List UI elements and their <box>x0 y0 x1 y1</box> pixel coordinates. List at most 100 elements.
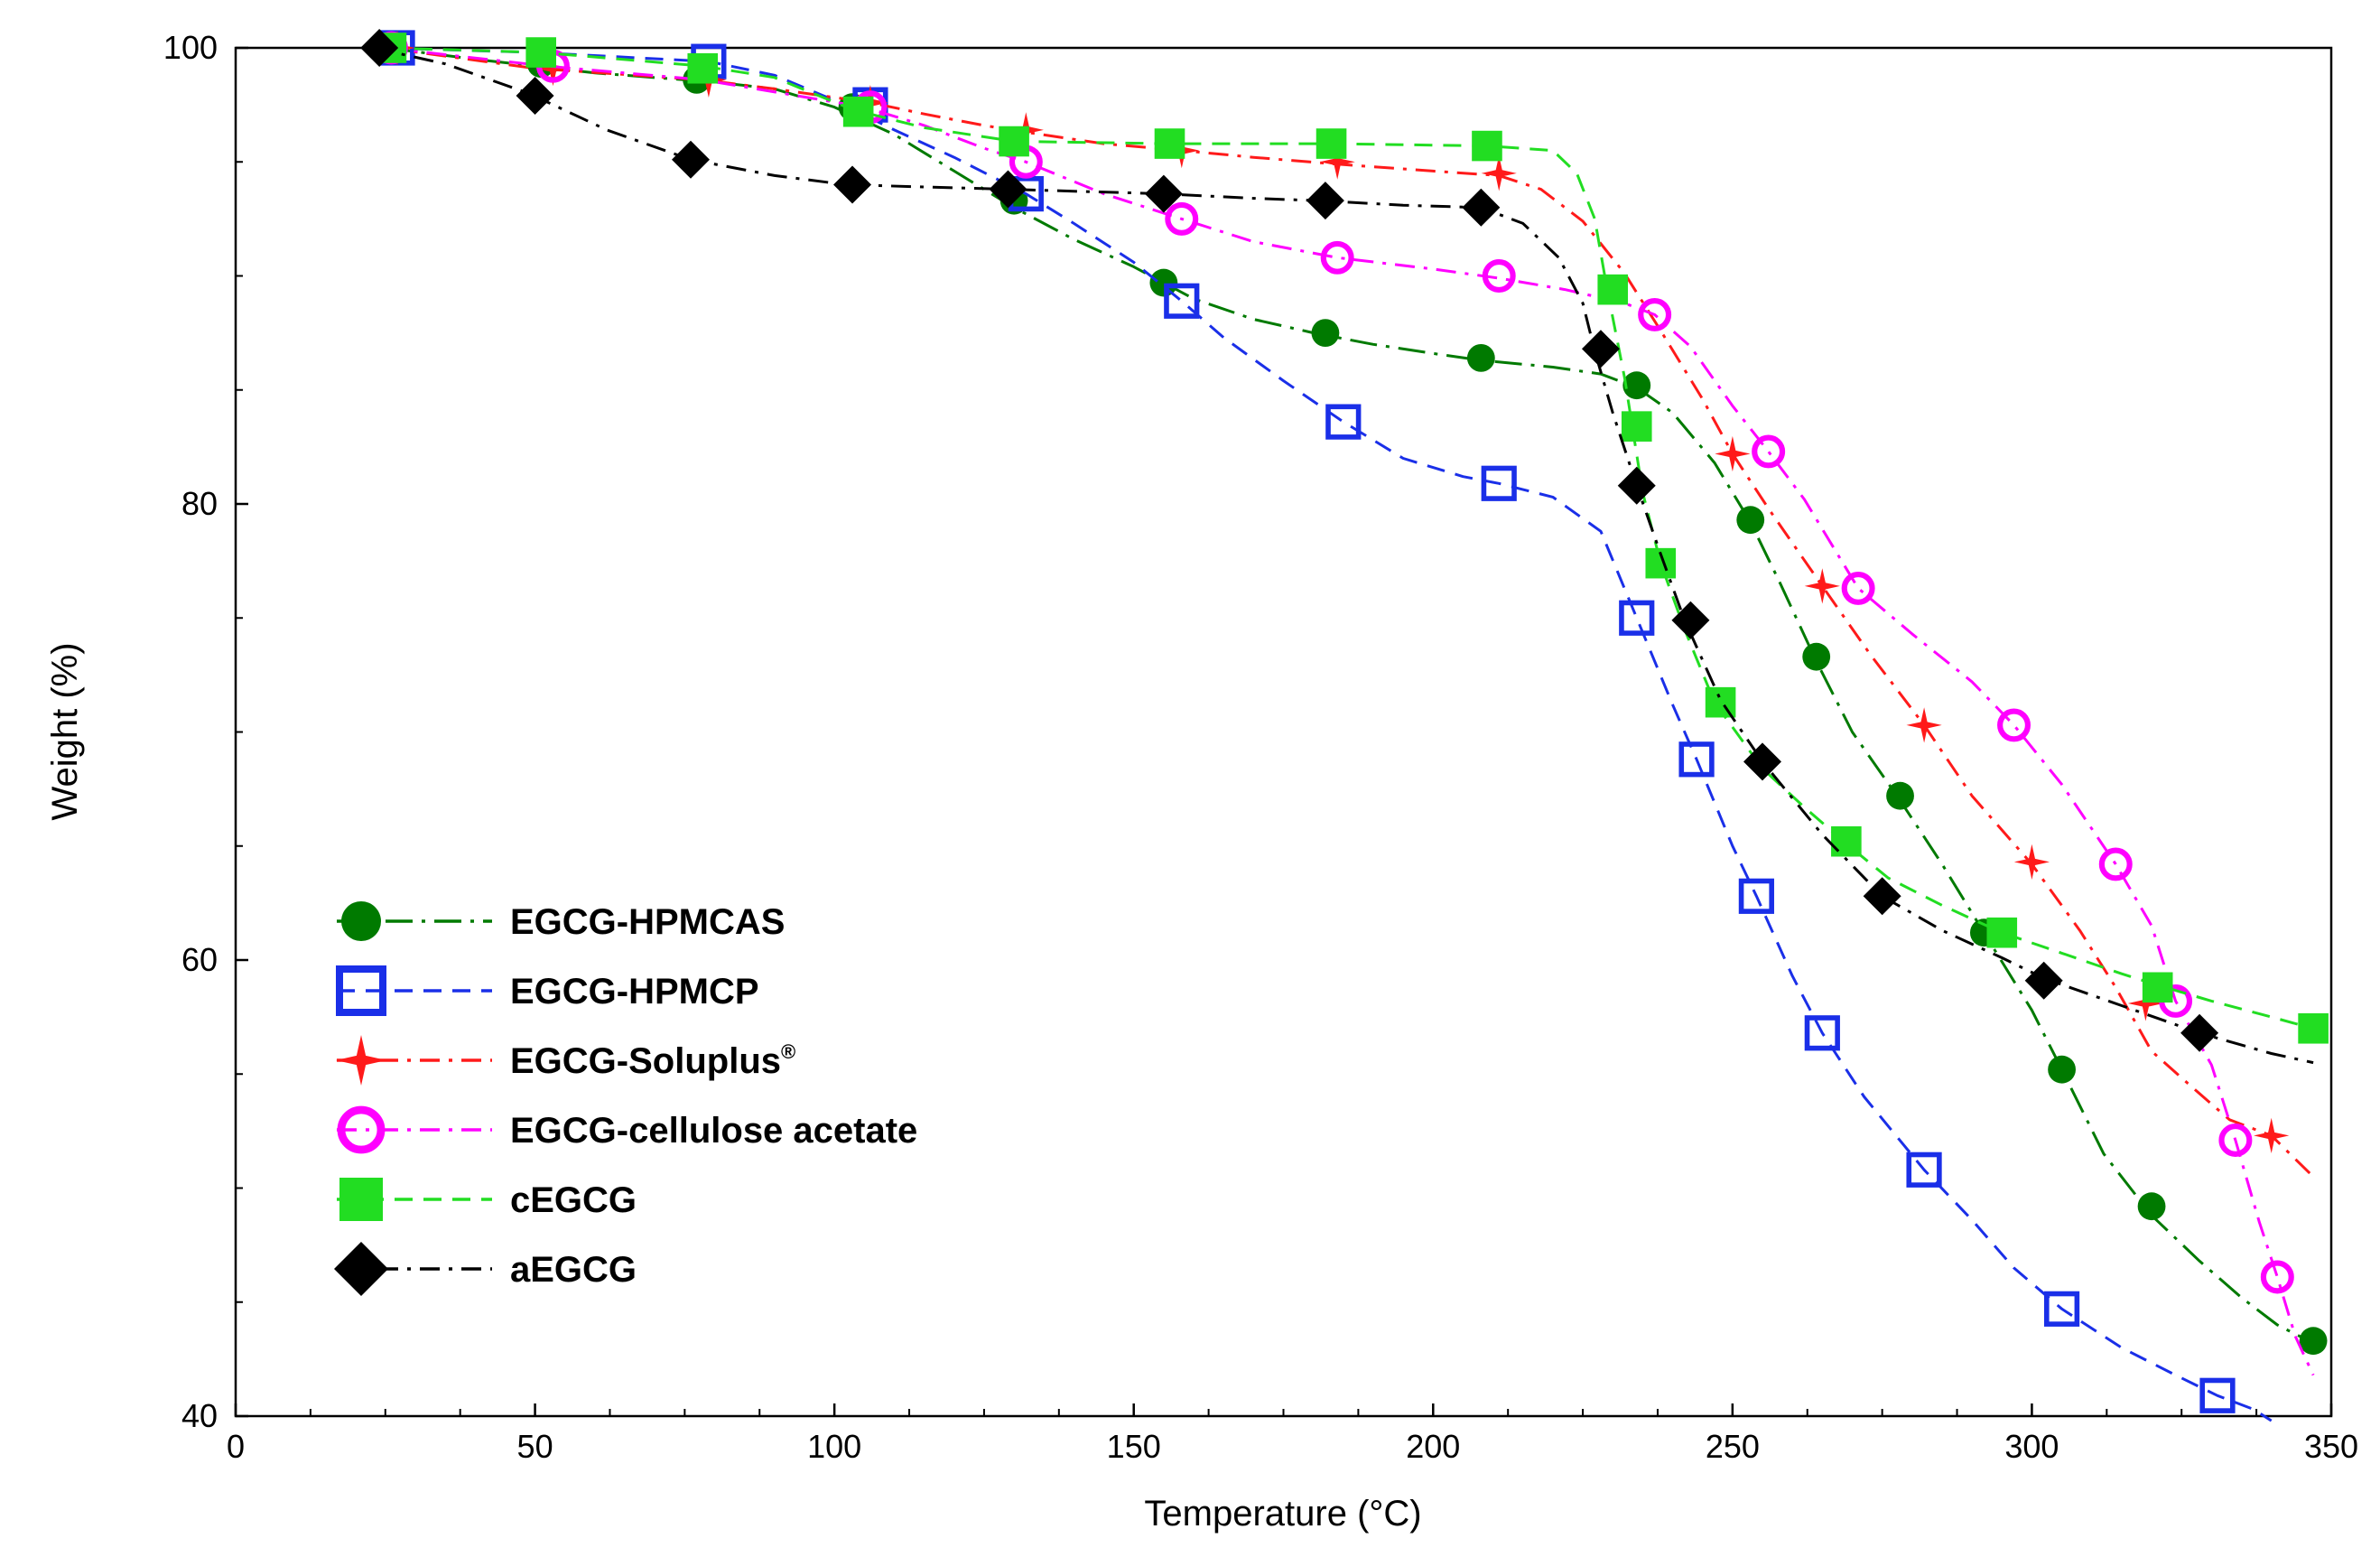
data-point <box>516 77 554 116</box>
data-point <box>2180 1013 2219 1052</box>
data-point <box>989 170 1027 209</box>
legend-marker <box>341 901 381 941</box>
legend-label-text: cEGCG <box>510 1180 637 1220</box>
legend-label: cEGCG <box>510 1180 637 1220</box>
y-tick-label: 60 <box>181 941 218 978</box>
legend-item: EGCG-HPMCAS <box>337 901 785 942</box>
x-tick-label: 0 <box>227 1428 245 1465</box>
data-point <box>2098 847 2133 881</box>
y-tick-label: 40 <box>181 1397 218 1434</box>
ticks-layer: 0 50 100 150 200 250 300 350 40 60 80 100 <box>163 29 2358 1465</box>
legend: EGCG-HPMCASEGCG-HPMCPEGCG-Soluplus®EGCG-… <box>334 901 917 1296</box>
data-point <box>1715 435 1751 472</box>
data-point <box>1997 708 2031 742</box>
legend-label-superscript: ® <box>781 1040 795 1063</box>
data-point <box>1462 188 1501 227</box>
x-tick-label: 300 <box>2004 1428 2059 1465</box>
x-tick-label: 50 <box>517 1428 553 1465</box>
legend-marker <box>336 965 386 1016</box>
legend-label-text: EGCG-HPMCAS <box>510 902 785 942</box>
data-point <box>2298 1012 2329 1044</box>
data-point <box>1481 155 1517 191</box>
legend-label: EGCG-HPMCP <box>510 972 759 1012</box>
legend-label-text: EGCG-Soluplus <box>510 1041 781 1081</box>
data-point <box>1638 297 1672 331</box>
data-point <box>2299 1327 2328 1356</box>
data-point <box>1149 268 1178 297</box>
data-point <box>1319 144 1355 180</box>
data-point <box>687 52 719 84</box>
series-egcg-cellulose-acetate <box>374 31 2315 1376</box>
data-point <box>2048 1055 2076 1084</box>
legend-item: EGCG-HPMCP <box>336 965 759 1016</box>
legend-label-text: EGCG-HPMCP <box>510 972 759 1012</box>
x-tick-label: 350 <box>2304 1428 2358 1465</box>
data-point <box>1622 371 1651 400</box>
y-axis-title: Weight (%) <box>45 642 85 820</box>
series-layer <box>360 29 2329 1422</box>
data-point <box>1617 466 1656 505</box>
data-point <box>2142 972 2173 1003</box>
data-point <box>2043 1291 2080 1327</box>
series-line <box>385 46 2314 1030</box>
legend-label-text: EGCG-cellulose acetate <box>510 1111 917 1151</box>
data-point <box>1144 174 1183 213</box>
data-point <box>2218 1123 2253 1157</box>
x-tick-label: 100 <box>807 1428 861 1465</box>
data-point <box>1705 686 1736 718</box>
data-point <box>1841 571 1875 605</box>
data-point <box>1986 917 2018 948</box>
data-point <box>1736 506 1765 535</box>
data-point <box>1906 707 1942 743</box>
legend-marker <box>339 1178 383 1221</box>
data-point <box>2024 961 2063 1000</box>
data-point <box>999 126 1029 157</box>
series-line <box>385 46 2273 1422</box>
data-point <box>1743 742 1782 781</box>
y-tick-label: 100 <box>163 29 218 66</box>
x-tick-label: 200 <box>1406 1428 1460 1465</box>
series-line <box>385 46 2315 1178</box>
data-point <box>1316 128 1347 159</box>
legend-label-text: aEGCG <box>510 1250 637 1290</box>
series-egcg-hpmcp <box>379 30 2273 1422</box>
x-tick-label: 150 <box>1107 1428 1161 1465</box>
data-point <box>1164 283 1200 319</box>
data-point <box>2199 1377 2236 1413</box>
legend-item: EGCG-Soluplus® <box>336 1035 795 1086</box>
legend-item: EGCG-cellulose acetate <box>337 1105 917 1154</box>
data-point <box>2254 1117 2290 1153</box>
x-axis-title: Temperature (°C) <box>1144 1494 1421 1534</box>
data-point <box>1671 601 1710 639</box>
series-line <box>385 46 2314 1345</box>
data-point <box>1802 642 1831 671</box>
series-egcg-hpmcas <box>371 33 2328 1356</box>
x-tick-label: 250 <box>1706 1428 1760 1465</box>
legend-marker <box>337 1105 386 1154</box>
data-point <box>671 140 710 179</box>
data-point <box>525 37 557 68</box>
data-point <box>1320 240 1354 275</box>
data-point <box>1804 568 1840 604</box>
data-point <box>1165 201 1199 236</box>
data-point <box>842 96 874 127</box>
data-point <box>1311 319 1340 348</box>
legend-label: aEGCG <box>510 1250 637 1290</box>
legend-label: EGCG-cellulose acetate <box>510 1111 917 1151</box>
series-line <box>373 46 2314 1065</box>
data-point <box>1804 1015 1840 1051</box>
legend-label: EGCG-HPMCAS <box>510 902 785 942</box>
data-point <box>1619 600 1655 636</box>
y-tick-label: 80 <box>181 485 218 522</box>
data-point <box>1482 259 1516 293</box>
data-point <box>1863 877 1901 916</box>
data-point <box>1738 878 1774 914</box>
data-point <box>1597 274 1629 305</box>
data-point <box>1752 434 1786 469</box>
data-point <box>1621 411 1652 442</box>
data-point <box>535 51 572 87</box>
legend-item: aEGCG <box>334 1242 637 1296</box>
series-aegcg <box>360 29 2314 1065</box>
